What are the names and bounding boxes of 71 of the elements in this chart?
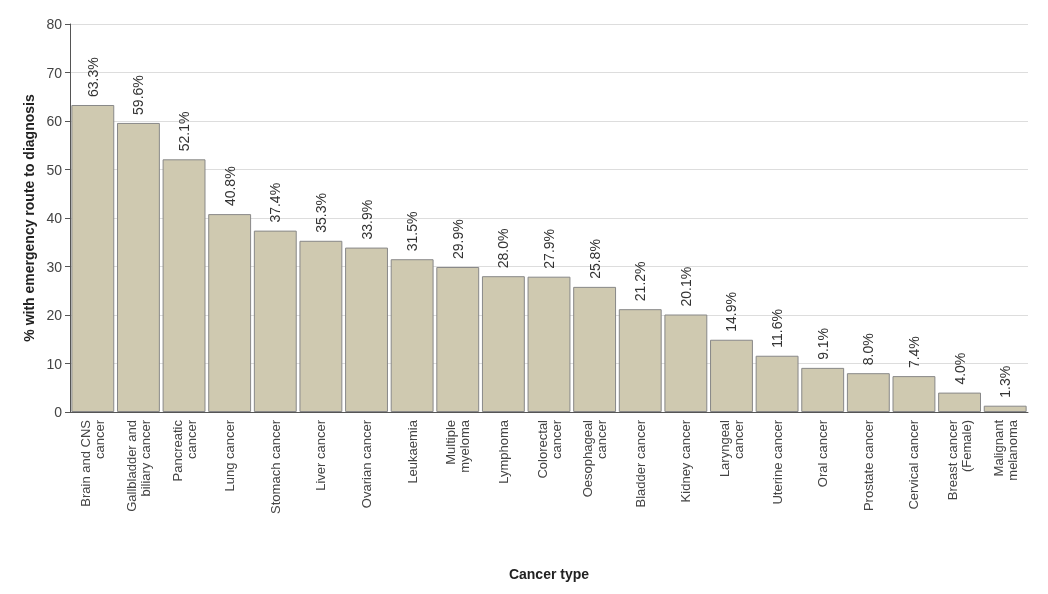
bar <box>846 373 890 412</box>
y-tick-label: 70 <box>46 64 63 81</box>
data-label: 27.9% <box>541 228 557 269</box>
bar <box>892 376 936 412</box>
y-tick-label: 50 <box>46 161 63 178</box>
x-tick-label: Liver cancer <box>313 419 329 491</box>
bar <box>481 276 525 412</box>
x-tick-label: Oral cancer <box>815 419 831 488</box>
data-label: 7.4% <box>905 336 922 369</box>
x-tick-label: Bladder cancer <box>632 419 648 508</box>
bar <box>527 276 571 412</box>
x-tick-label: Leukaemia <box>404 419 420 484</box>
y-tick-label: 40 <box>46 210 63 226</box>
x-tick-label: Lung cancer <box>222 419 238 492</box>
data-label: 11.6% <box>769 309 786 348</box>
bar <box>436 266 480 412</box>
data-label: 35.3% <box>312 193 329 233</box>
bar <box>573 286 617 412</box>
bar <box>253 230 297 412</box>
bar <box>755 355 799 412</box>
y-tick-label: 30 <box>46 258 63 275</box>
y-tick-label: 10 <box>46 355 63 372</box>
data-label: 14.9% <box>723 292 740 332</box>
bar <box>116 122 160 412</box>
x-axis-title: Cancer type <box>508 566 590 582</box>
bar <box>664 314 708 412</box>
bar <box>208 214 252 412</box>
y-tick-label: 60 <box>46 113 63 129</box>
x-tick-label: Uterine cancer <box>769 419 785 505</box>
data-label: 59.6% <box>130 75 147 115</box>
data-label: 25.8% <box>586 239 603 279</box>
bar <box>801 367 845 412</box>
x-tick-label: Laryngeal cancer <box>716 419 746 478</box>
data-label: 52.1% <box>176 111 193 152</box>
data-label: 31.5% <box>404 211 421 252</box>
y-tick-label: 20 <box>46 307 63 323</box>
data-label: 9.1% <box>814 327 831 360</box>
x-tick-label: Colorectal cancer <box>534 419 564 479</box>
data-label: 29.9% <box>449 219 466 259</box>
data-label: 37.4% <box>267 182 284 223</box>
bar <box>983 405 1027 412</box>
bar <box>299 240 343 412</box>
bar <box>938 392 982 412</box>
data-label: 20.1% <box>677 266 694 307</box>
bar <box>71 105 115 412</box>
y-tick-label: 80 <box>46 16 63 32</box>
y-axis-title: % with emergency route to diagnosis <box>20 94 37 342</box>
bar <box>710 339 753 412</box>
x-tick-label: Malignant melanoma <box>990 419 1020 481</box>
data-label: 63.3% <box>84 57 101 97</box>
data-label: 40.8% <box>221 166 238 207</box>
bar <box>345 247 388 412</box>
x-tick-label: Brain and CNS cancer <box>78 419 108 507</box>
x-tick-label: Breast cancer (Female) <box>945 419 975 501</box>
bar <box>390 259 434 412</box>
data-label: 8.0% <box>860 333 877 366</box>
x-tick-label: Prostate cancer <box>860 419 876 512</box>
data-label: 4.0% <box>951 352 968 385</box>
bar <box>618 309 662 412</box>
data-label: 28.0% <box>495 228 512 269</box>
x-tick-label: Lymphoma <box>495 419 511 484</box>
x-tick-label: Multiple myeloma <box>443 419 473 473</box>
data-label: 33.9% <box>358 199 375 240</box>
x-tick-label: Stomach cancer <box>267 419 283 514</box>
x-tick-label: Ovarian cancer <box>359 419 375 509</box>
x-tick-label: Kidney cancer <box>678 419 694 503</box>
y-tick-label: 0 <box>54 404 63 420</box>
bar <box>162 159 206 412</box>
x-tick-label: Cervical cancer <box>906 419 922 510</box>
data-label: 21.2% <box>632 261 649 302</box>
data-label: 1.3% <box>997 365 1014 398</box>
